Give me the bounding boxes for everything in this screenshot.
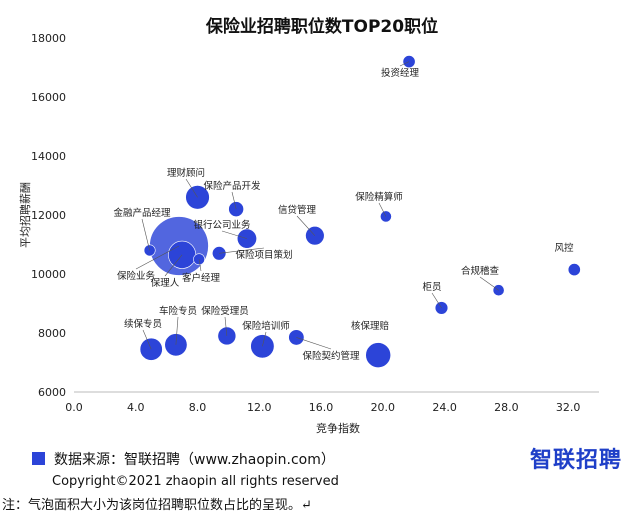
x-tick-label: 24.0 [432, 401, 457, 414]
chart-title: 保险业招聘职位数TOP20职位 [205, 16, 438, 37]
x-tick-label: 12.0 [247, 401, 272, 414]
copyright-text: Copyright©2021 zhaopin all rights reserv… [52, 474, 339, 489]
bubble-label: 柜员 [422, 281, 441, 293]
bubble [365, 342, 392, 368]
bubble-label: 保险契约管理 [302, 350, 360, 362]
bubble-label: 续保专员 [124, 318, 162, 330]
bubble-label: 保理人 [151, 277, 180, 289]
bubble-label: 投资经理 [381, 67, 420, 79]
bubble-label: 车险专员 [159, 305, 197, 317]
leader-line [224, 316, 228, 336]
leader-line [296, 215, 316, 236]
source-legend-swatch [32, 452, 45, 465]
y-tick-label: 14000 [31, 150, 66, 163]
y-tick-label: 16000 [31, 91, 66, 104]
leader-line [221, 230, 248, 239]
leader-line [185, 178, 198, 198]
leader-line [141, 218, 150, 251]
x-tick-label: 32.0 [556, 401, 581, 414]
y-tick-label: 8000 [38, 327, 66, 340]
y-tick-label: 6000 [38, 386, 66, 399]
leader-line [262, 331, 267, 347]
bubble-label: 保险培训师 [242, 320, 290, 332]
footnote: 注：气泡面积大小为该岗位招聘职位数占比的呈现。↵ [2, 498, 312, 513]
leader-line [175, 316, 179, 345]
leader-lines [135, 61, 499, 350]
axes: 0.0 4.0 8.0 12.0 16.0 20.0 24.0 28.0 32.0 6000 800… [31, 32, 599, 414]
bubble-label: 理财顾问 [167, 167, 205, 179]
bubble-label: 金融产品经理 [113, 207, 171, 219]
bubble-label: 银行公司业务 [193, 219, 251, 231]
leader-line [479, 276, 499, 291]
leader-line [164, 254, 183, 277]
leader-line [378, 202, 387, 217]
x-tick-label: 16.0 [309, 401, 334, 414]
x-tick-label: 28.0 [494, 401, 519, 414]
y-axis-label: 平均招聘薪酬 [18, 182, 32, 248]
bubble-chart: 保险业招聘职位数TOP20职位 0.0 4.0 8.0 12.0 16.0 20.0 24.… [18, 16, 599, 435]
bubble [193, 253, 205, 266]
leader-line [231, 191, 237, 210]
bubble-label: 保险精算师 [355, 191, 403, 203]
zhaopin-logo: 智联招聘 [530, 448, 623, 473]
bubble-label: 客户经理 [182, 272, 221, 284]
bubble-label: 风控 [554, 242, 574, 254]
leader-line [296, 337, 332, 350]
leader-line [198, 259, 202, 272]
bubble-label: 信贷管理 [278, 204, 317, 216]
bubble-label: 保险项目策划 [235, 249, 292, 261]
source-text: 数据来源：智联招聘（www.zhaopin.com） [54, 452, 335, 468]
bubble-label: 保险产品开发 [203, 180, 261, 192]
y-tick-label: 12000 [31, 209, 66, 222]
x-tick-label: 8.0 [189, 401, 207, 414]
leader-line [142, 329, 152, 350]
leader-line [135, 245, 180, 270]
leader-line [399, 61, 410, 67]
x-tick-label: 4.0 [127, 401, 145, 414]
bubble-label: 保险受理员 [201, 305, 249, 317]
bubble-label: 保险业务 [117, 270, 156, 282]
y-tick-label: 18000 [31, 32, 66, 45]
y-tick-label: 10000 [31, 268, 66, 281]
x-tick-label: 0.0 [65, 401, 83, 414]
bubble-label: 合规稽查 [461, 265, 500, 277]
x-tick-label: 20.0 [371, 401, 396, 414]
bubbles [139, 55, 581, 368]
leader-line [219, 247, 265, 254]
bubble [567, 263, 581, 277]
leader-line [431, 292, 442, 309]
bubble-label: 核保理赔 [351, 320, 390, 332]
x-axis-label: 竞争指数 [316, 421, 360, 435]
